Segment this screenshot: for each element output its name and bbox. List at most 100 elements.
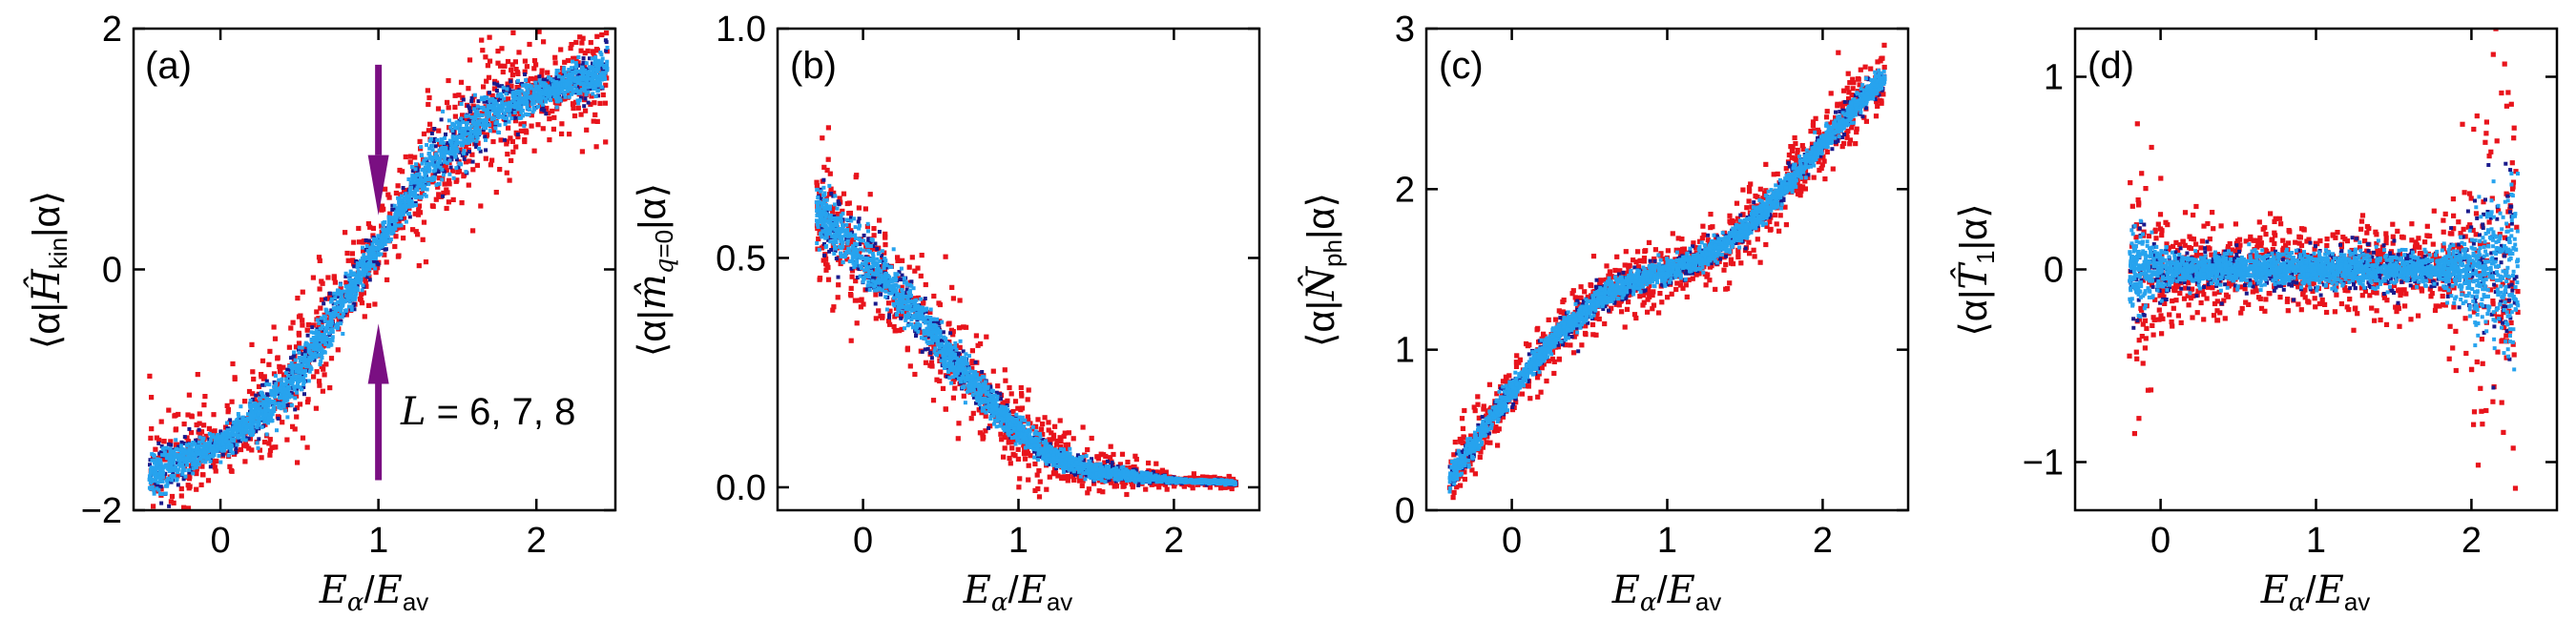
- scatter-point: [274, 391, 279, 396]
- scatter-point: [303, 349, 307, 354]
- scatter-point: [485, 99, 489, 104]
- scatter-point: [476, 119, 481, 124]
- scatter-point: [267, 452, 273, 458]
- scatter-point: [1040, 421, 1046, 427]
- scatter-point: [397, 201, 402, 206]
- scatter-point: [212, 464, 218, 470]
- scatter-point: [284, 381, 289, 385]
- scatter-point: [200, 455, 205, 460]
- scatter-point: [247, 422, 252, 426]
- scatter-point: [472, 93, 477, 97]
- scatter-point: [1037, 479, 1043, 484]
- scatter-point: [340, 315, 344, 319]
- scatter-point: [495, 112, 500, 116]
- scatter-point: [157, 453, 163, 459]
- scatter-point: [314, 369, 320, 375]
- scatter-point: [484, 148, 488, 153]
- scatter-point: [186, 392, 192, 398]
- panel-a-label: (a): [145, 45, 192, 87]
- scatter-point: [171, 500, 177, 505]
- scatter-point: [484, 137, 488, 142]
- scatter-point: [157, 465, 162, 470]
- scatter-point: [477, 122, 482, 127]
- scatter-point: [467, 106, 472, 111]
- scatter-point: [285, 397, 290, 402]
- scatter-point: [1001, 454, 1007, 460]
- scatter-point: [508, 100, 512, 105]
- scatter-point: [324, 308, 329, 313]
- scatter-point: [259, 403, 263, 408]
- scatter-point: [436, 128, 442, 134]
- scatter-point: [1098, 451, 1104, 457]
- scatter-point: [577, 34, 583, 40]
- scatter-point: [1159, 467, 1165, 473]
- scatter-point: [536, 99, 541, 104]
- scatter-point: [338, 282, 343, 287]
- scatter-point: [582, 51, 588, 56]
- scatter-point: [567, 132, 572, 137]
- scatter-point: [983, 428, 988, 434]
- scatter-point: [292, 384, 297, 389]
- scatter-point: [237, 419, 241, 423]
- scatter-point: [488, 98, 493, 103]
- scatter-point: [200, 459, 205, 464]
- scatter-point: [510, 149, 516, 154]
- scatter-point: [255, 416, 260, 421]
- scatter-point: [438, 165, 443, 170]
- scatter-point: [401, 186, 405, 190]
- scatter-point: [570, 92, 573, 96]
- scatter-point: [317, 321, 322, 325]
- scatter-point: [320, 388, 325, 394]
- scatter-point: [957, 344, 963, 350]
- scatter-point: [525, 106, 530, 111]
- scatter-point: [232, 442, 237, 446]
- scatter-point: [897, 270, 902, 275]
- scatter-point: [596, 59, 601, 64]
- scatter-point: [313, 351, 318, 356]
- scatter-point: [323, 315, 327, 319]
- scatter-point: [605, 46, 610, 50]
- scatter-point: [504, 170, 509, 175]
- scatter-point: [459, 116, 464, 121]
- scatter-point: [428, 137, 433, 141]
- scatter-point: [452, 150, 457, 154]
- scatter-point: [1156, 484, 1162, 490]
- scatter-point: [478, 113, 483, 117]
- scatter-point: [415, 168, 420, 173]
- scatter-point: [264, 379, 269, 383]
- scatter-point: [495, 60, 501, 66]
- scatter-point: [377, 246, 382, 251]
- scatter-point: [505, 81, 510, 87]
- scatter-point: [1080, 478, 1086, 484]
- scatter-point: [158, 486, 164, 492]
- scatter-point: [220, 436, 225, 441]
- scatter-point: [285, 367, 290, 372]
- scatter-point: [304, 400, 311, 405]
- scatter-point: [469, 114, 474, 119]
- scatter-point: [242, 459, 248, 464]
- scatter-point: [230, 427, 235, 432]
- scatter-point: [525, 104, 530, 109]
- x-tick-label: 1: [368, 521, 388, 561]
- scatter-point: [1048, 439, 1053, 444]
- scatter-point: [220, 432, 225, 437]
- scatter-point: [468, 110, 472, 113]
- scatter-point: [357, 274, 362, 278]
- scatter-point: [1062, 475, 1068, 482]
- scatter-point: [584, 85, 589, 90]
- scatter-point: [582, 104, 587, 109]
- scatter-point: [482, 108, 487, 112]
- scatter-point: [326, 344, 331, 349]
- scatter-point: [544, 112, 549, 116]
- scatter-point: [467, 127, 472, 132]
- scatter-point: [366, 272, 371, 277]
- scatter-point: [1081, 458, 1086, 463]
- scatter-point: [522, 91, 527, 95]
- scatter-point: [580, 71, 585, 75]
- scatter-point: [423, 193, 427, 196]
- scatter-point: [233, 450, 238, 455]
- scatter-point: [497, 167, 503, 173]
- scatter-point: [361, 245, 364, 250]
- scatter-point: [252, 403, 256, 408]
- scatter-point: [570, 101, 576, 107]
